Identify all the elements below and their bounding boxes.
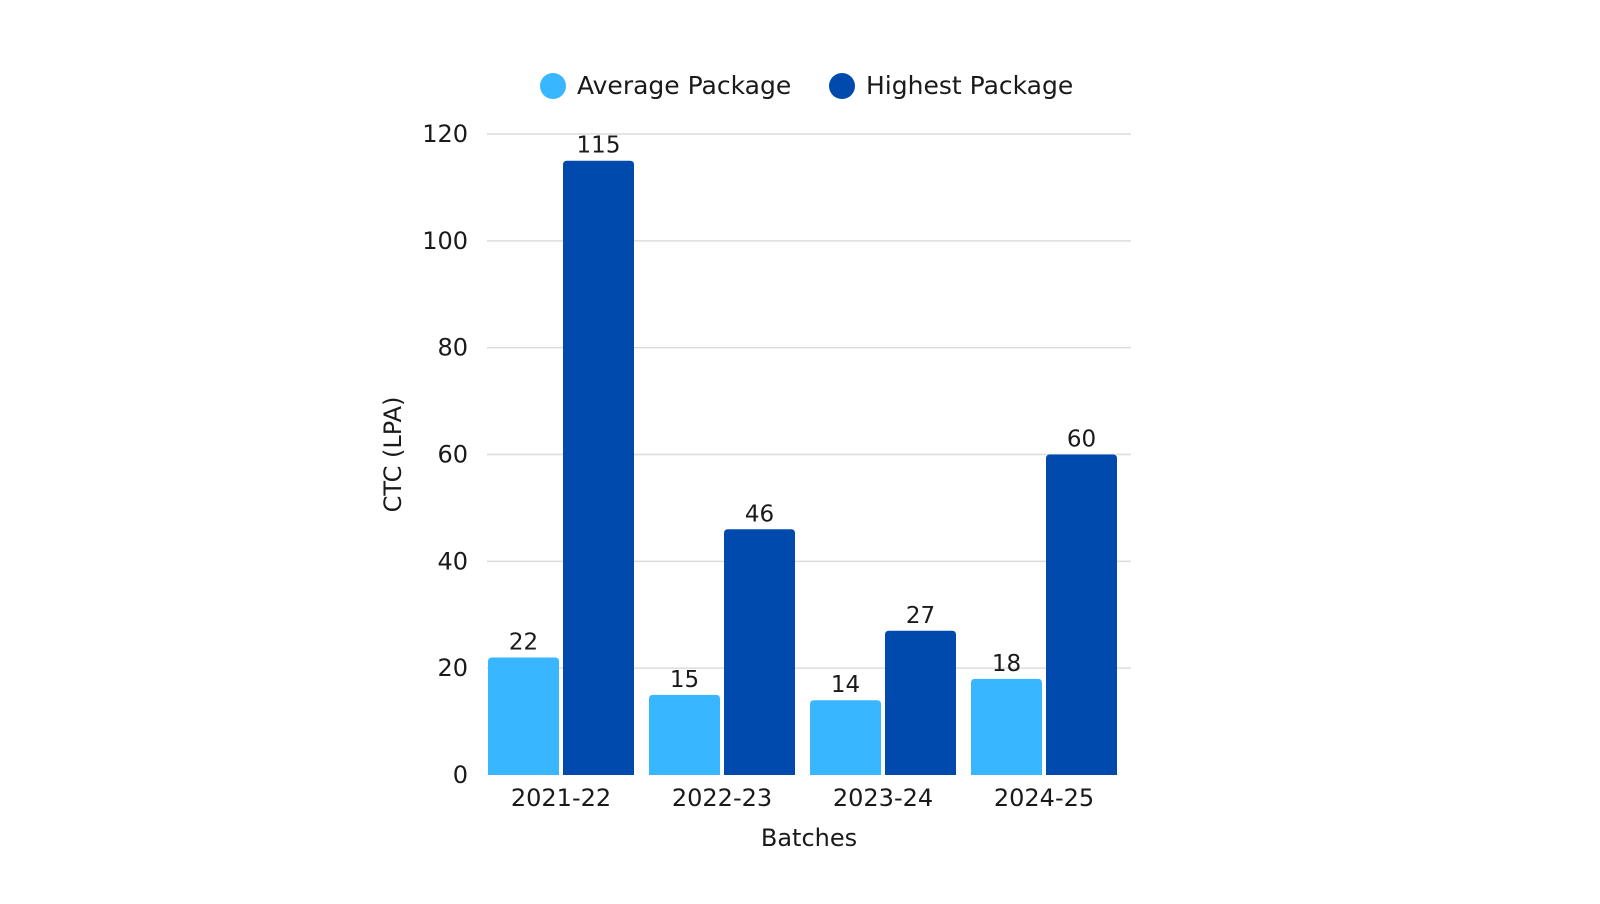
x-tick-label: 2021-22 bbox=[511, 784, 611, 812]
y-tick-label: 60 bbox=[437, 441, 468, 469]
bar-average-package bbox=[649, 694, 720, 775]
bar-average-package bbox=[810, 700, 881, 775]
legend: Average Package Highest Package bbox=[540, 71, 1073, 100]
bar-highest-package bbox=[724, 529, 795, 775]
bar-value-label: 22 bbox=[509, 629, 538, 655]
bar-value-label: 15 bbox=[670, 667, 699, 693]
x-tick-label: 2022-23 bbox=[672, 784, 772, 812]
bar-value-label: 46 bbox=[745, 501, 774, 527]
bar-value-label: 27 bbox=[906, 603, 935, 629]
y-tick-label: 80 bbox=[437, 334, 468, 362]
bars bbox=[488, 160, 1117, 776]
bar-value-label: 14 bbox=[831, 672, 860, 698]
data-labels: 22 115 15 46 14 27 18 60 bbox=[509, 133, 1096, 699]
x-tick-label: 2023-24 bbox=[833, 784, 933, 812]
bar-highest-package bbox=[885, 630, 956, 775]
y-tick-label: 120 bbox=[422, 120, 468, 148]
y-axis-ticks: 0 20 40 60 80 100 120 bbox=[422, 120, 468, 789]
x-axis-ticks: 2021-22 2022-23 2023-24 2024-25 bbox=[511, 784, 1094, 812]
y-tick-label: 100 bbox=[422, 227, 468, 255]
legend-marker-icon bbox=[540, 73, 566, 99]
y-axis-title: CTC (LPA) bbox=[379, 397, 407, 513]
bar-value-label: 18 bbox=[992, 651, 1021, 677]
bar-value-label: 60 bbox=[1067, 427, 1096, 453]
bar-average-package bbox=[971, 678, 1042, 775]
y-tick-label: 0 bbox=[453, 761, 468, 789]
legend-label: Average Package bbox=[577, 71, 791, 100]
x-tick-label: 2024-25 bbox=[994, 784, 1094, 812]
y-tick-label: 40 bbox=[437, 547, 468, 575]
y-tick-label: 20 bbox=[437, 654, 468, 682]
x-axis-title: Batches bbox=[761, 824, 857, 852]
legend-marker-icon bbox=[829, 73, 855, 99]
bar-highest-package bbox=[563, 160, 634, 776]
legend-label: Highest Package bbox=[866, 71, 1073, 100]
bar-average-package bbox=[488, 657, 559, 775]
bar-highest-package bbox=[1046, 454, 1117, 775]
bar-value-label: 115 bbox=[577, 133, 621, 159]
